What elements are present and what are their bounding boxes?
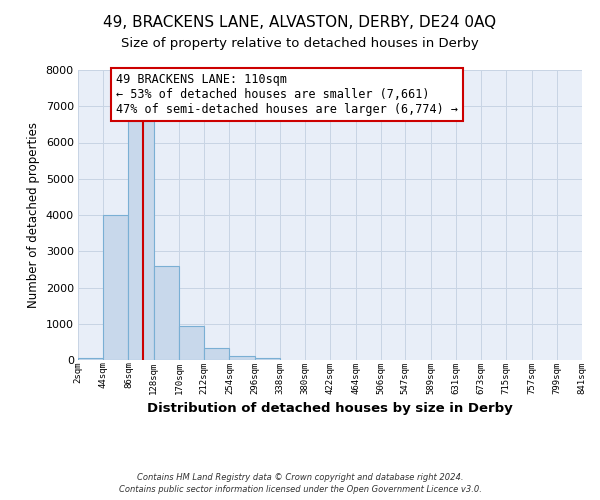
Bar (204, 348, 229, 360)
Y-axis label: Number of detached properties: Number of detached properties (27, 122, 40, 308)
Bar (154, 266, 179, 360)
Bar (229, 356, 254, 360)
Text: Size of property relative to detached houses in Derby: Size of property relative to detached ho… (121, 38, 479, 51)
X-axis label: Distribution of detached houses by size in Derby: Distribution of detached houses by size … (147, 402, 513, 415)
Bar (128, 120, 154, 360)
Text: 49, BRACKENS LANE, ALVASTON, DERBY, DE24 0AQ: 49, BRACKENS LANE, ALVASTON, DERBY, DE24… (103, 15, 497, 30)
Text: 49 BRACKENS LANE: 110sqm
← 53% of detached houses are smaller (7,661)
47% of sem: 49 BRACKENS LANE: 110sqm ← 53% of detach… (116, 73, 458, 116)
Bar (78, 358, 103, 360)
Bar (179, 326, 204, 360)
Text: Contains HM Land Registry data © Crown copyright and database right 2024.
Contai: Contains HM Land Registry data © Crown c… (119, 472, 481, 494)
Bar (103, 215, 128, 360)
Bar (254, 358, 280, 360)
